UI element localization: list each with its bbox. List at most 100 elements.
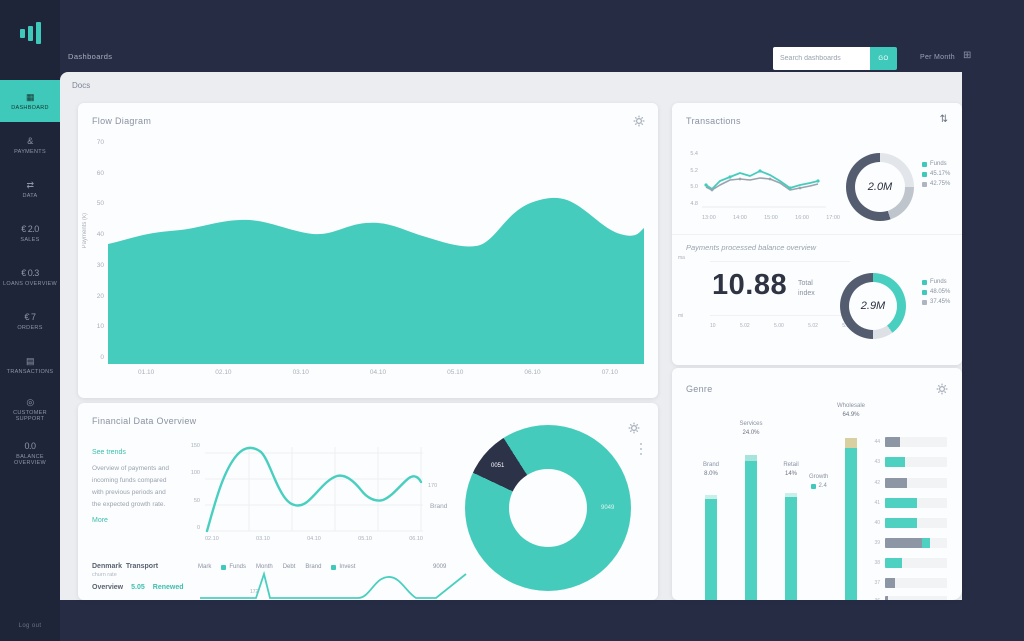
card-title: Financial Data Overview bbox=[92, 416, 197, 426]
hbar-row: 37 bbox=[872, 578, 947, 588]
y-axis-ticks: 150 100 50 0 bbox=[190, 443, 200, 531]
y-axis-ticks: 70 60 50 40 30 20 10 0 bbox=[96, 139, 104, 361]
search-box: GO bbox=[773, 47, 897, 70]
legend-swatch bbox=[221, 564, 227, 570]
legend-swatch bbox=[922, 289, 927, 295]
card-subtitle: Payments processed balance overview bbox=[686, 243, 817, 252]
rule bbox=[710, 261, 850, 262]
card-paragraph: Overview of payments and incoming funds … bbox=[92, 465, 169, 508]
euro-icon: € 0.3 bbox=[21, 267, 39, 278]
legend: Funds 48.05% 37.45% bbox=[922, 279, 950, 305]
kebab-dots[interactable] bbox=[640, 443, 642, 455]
legend-swatch bbox=[922, 279, 927, 285]
hbar-row: 39 bbox=[872, 538, 947, 548]
hbar-row: 42 bbox=[872, 478, 947, 488]
donut-outer-label: Brand bbox=[430, 503, 448, 510]
hbar-row: 44 bbox=[872, 437, 947, 447]
big-number: 10.88 bbox=[712, 269, 788, 301]
search-input[interactable] bbox=[773, 47, 870, 70]
legend-value: 9009 bbox=[433, 564, 447, 570]
apps-grid-icon[interactable]: ⊞ bbox=[963, 50, 972, 61]
main-content: Docs Flow Diagram Payments (k) 70 60 50 … bbox=[60, 72, 962, 600]
big-number-caption: Total index bbox=[798, 280, 815, 297]
line-chart bbox=[205, 446, 423, 533]
app-logo[interactable] bbox=[0, 0, 60, 66]
sidebar-item-orders[interactable]: € 7 Orders bbox=[17, 311, 43, 331]
settings-icon[interactable] bbox=[628, 421, 640, 439]
card-financial-overview: Financial Data Overview See trends Overv… bbox=[78, 403, 658, 600]
legend-row: Mark Funds Month Debt Brand Invest bbox=[198, 564, 356, 570]
settings-icon[interactable] bbox=[936, 382, 948, 400]
hbar-row: 41 bbox=[872, 498, 947, 508]
donut-funds: 2.0M bbox=[846, 153, 914, 221]
donut-slice-label: 0051 bbox=[491, 463, 505, 469]
logo-bar-icon bbox=[19, 28, 25, 38]
sparkline bbox=[200, 571, 467, 599]
mini-y-ticks: 5.4 5.2 5.0 4.8 bbox=[690, 151, 698, 207]
area-chart bbox=[108, 197, 644, 364]
legend-swatch bbox=[922, 299, 927, 305]
rule bbox=[710, 315, 850, 316]
mini-line-chart bbox=[702, 169, 826, 208]
donut-balance: 2.9M bbox=[840, 273, 906, 339]
headset-icon: ◎ bbox=[26, 396, 34, 407]
sidebar-item-transactions[interactable]: ▤ Transactions bbox=[6, 355, 54, 375]
settings-icon[interactable] bbox=[633, 114, 645, 132]
hbar-row: 40 bbox=[872, 518, 947, 528]
vertical-bar bbox=[845, 438, 857, 600]
transfer-icon: ⇄ bbox=[26, 179, 34, 190]
sort-arrows-icon[interactable]: ⇅ bbox=[939, 114, 948, 125]
legend-swatch bbox=[922, 171, 927, 177]
stat-row: Overview 5.05 Renewed bbox=[92, 584, 184, 591]
divider bbox=[672, 234, 962, 235]
vertical-bar bbox=[745, 455, 757, 600]
dashboard-icon: ▦ bbox=[25, 91, 35, 102]
card-transactions: Transactions ⇅ 5.4 5.2 5.0 4.8 13:00 14:… bbox=[672, 103, 962, 365]
card-title: Flow Diagram bbox=[92, 116, 152, 126]
card-flow-diagram: Flow Diagram Payments (k) 70 60 50 40 30… bbox=[78, 103, 658, 398]
stat-row: Denmark Transport churn rate bbox=[92, 563, 159, 578]
x-axis-ticks: 01.10 02.10 03.10 04.10 05.10 06.10 07.1… bbox=[138, 369, 618, 376]
legend-swatch bbox=[810, 483, 816, 489]
search-button[interactable]: GO bbox=[870, 47, 897, 70]
sidebar-item-loans[interactable]: € 0.3 Loans overview bbox=[3, 267, 57, 287]
legend: Funds 45.17% 42.75% bbox=[922, 161, 950, 187]
list-icon: ▤ bbox=[25, 355, 35, 366]
period-selector[interactable]: Per Month bbox=[920, 54, 955, 61]
mini2-x-ticks: 10 5.02 5.00 5.02 5.00 bbox=[710, 323, 852, 329]
legend-swatch bbox=[331, 564, 337, 570]
bar-label: Wholesale 64.9% bbox=[836, 403, 865, 418]
sidebar-item-dashboard[interactable]: ▦ Dashboard bbox=[0, 80, 60, 122]
donut-share: 0051 9049 bbox=[465, 425, 631, 591]
topbar: Dashboards GO Per Month ⊞ bbox=[60, 0, 1024, 72]
bar-label: Retail 14% bbox=[783, 462, 799, 477]
trends-link[interactable]: See trends bbox=[92, 449, 126, 456]
donut-slice-label: 9049 bbox=[601, 505, 615, 511]
donut-center-value: 2.9M bbox=[860, 300, 886, 312]
mini-x-ticks: 13:00 14:00 15:00 16:00 17:00 bbox=[702, 215, 840, 221]
logout-button[interactable]: Log out bbox=[18, 623, 42, 629]
sidebar-item-sales[interactable]: € 2.0 Sales bbox=[20, 223, 40, 243]
sidebar: ▦ Dashboard & Payments ⇄ Data € 2.0 Sale… bbox=[0, 0, 60, 641]
sidebar-item-data[interactable]: ⇄ Data bbox=[22, 179, 38, 199]
legend-swatch bbox=[922, 181, 927, 187]
bar-label: Brand 8.0% bbox=[702, 462, 719, 477]
bar-label: Services 24.0% bbox=[739, 421, 763, 436]
logo-bar-icon bbox=[27, 25, 33, 41]
sidebar-item-balance[interactable]: 0.0 Balance overview bbox=[14, 440, 46, 466]
sidebar-nav: ▦ Dashboard & Payments ⇄ Data € 2.0 Sale… bbox=[0, 80, 60, 476]
hbar-row: 38 bbox=[872, 558, 947, 568]
legend-swatch bbox=[922, 161, 927, 167]
zero-icon: 0.0 bbox=[24, 440, 36, 451]
vertical-bar bbox=[785, 493, 797, 600]
donut-center-value: 2.0M bbox=[867, 181, 893, 193]
card-title: Transactions bbox=[686, 116, 741, 126]
card-title: Genre bbox=[686, 384, 713, 394]
sidebar-item-support[interactable]: ◎ Customer support bbox=[13, 396, 47, 422]
x-axis-ticks: 02.10 03.10 04.10 05.10 06.10 bbox=[205, 536, 423, 542]
hbar-row: 36 bbox=[872, 596, 947, 600]
more-link[interactable]: More bbox=[92, 517, 108, 524]
sidebar-item-payments[interactable]: & Payments bbox=[14, 135, 46, 155]
logo-bar-icon bbox=[35, 22, 41, 44]
